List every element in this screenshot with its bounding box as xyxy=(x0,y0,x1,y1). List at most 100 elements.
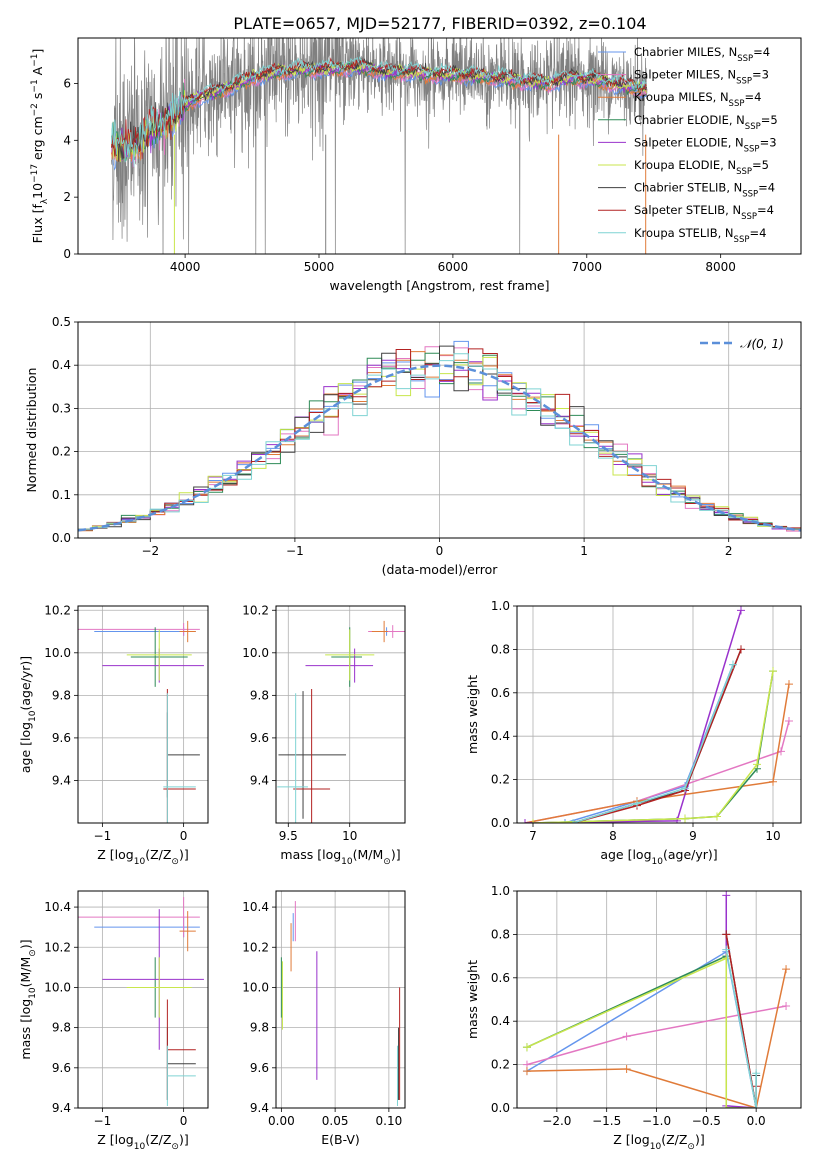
spectrum-model-kroupa_stelib xyxy=(111,56,647,167)
massweight_vs_Z-ytick-label: 0.4 xyxy=(491,1014,510,1028)
marker-salpeter_stelib xyxy=(737,645,745,654)
hist-step-kroupa_stelib xyxy=(78,353,801,530)
massweight_vs_age-ytick-label: 0.6 xyxy=(491,686,510,700)
spectrum-xlabel: wavelength [Angstrom, rest frame] xyxy=(329,278,549,293)
spectrum-xtick-label: 7000 xyxy=(572,260,603,274)
age_vs_Z-xtick-label: −1 xyxy=(94,829,112,843)
spectrum-xtick-label: 4000 xyxy=(170,260,201,274)
spectrum-ytick-label: 4 xyxy=(63,133,71,147)
mass_vs_Z-frame xyxy=(77,890,209,1109)
legend-label: Salpeter ELODIE, NSSP=3 xyxy=(634,135,777,154)
mass_vs_ebv-ytick-label: 9.4 xyxy=(250,1101,269,1115)
mass_vs_ebv-xlabel: E(B-V) xyxy=(321,1132,360,1147)
spectrum-ytick-label: 0 xyxy=(63,247,71,261)
marker-salpeter_miles xyxy=(785,717,793,726)
age_vs_mass-ytick-label: 9.8 xyxy=(250,688,269,702)
marker-kroupa_stelib xyxy=(633,799,641,808)
massweight_vs_age-xtick-label: 10 xyxy=(765,829,780,843)
age_vs_mass-ytick-label: 9.4 xyxy=(250,773,269,787)
massweight_vs_Z-xtick-label: −2.0 xyxy=(542,1114,571,1128)
massweight_vs_age-ytick-label: 1.0 xyxy=(491,599,510,613)
massweight_vs_Z-ytick-label: 0.2 xyxy=(491,1058,510,1072)
massweight_vs_Z-xtick-label: −1.5 xyxy=(592,1114,621,1128)
age_vs_Z-ytick-label: 10.0 xyxy=(44,646,71,660)
age_vs_mass-ytick-label: 10.2 xyxy=(242,603,269,617)
spectrum-ytick-label: 2 xyxy=(63,190,71,204)
marker-salpeter_stelib xyxy=(722,930,731,939)
massweight_vs_age-xtick-label: 8 xyxy=(609,829,617,843)
marker-salpeter_elodie xyxy=(722,891,731,900)
marker-salpeter_elodie xyxy=(521,819,529,823)
figure-title: PLATE=0657, MJD=52177, FIBERID=0392, z=0… xyxy=(233,14,646,33)
age_vs_Z-marks xyxy=(78,620,204,823)
mass_vs_ebv-xtick-label: 0.05 xyxy=(322,1114,349,1128)
residuals-ytick-label: 0.2 xyxy=(52,445,71,459)
line-chabrier_miles xyxy=(526,950,757,1108)
marker-salpeter_miles xyxy=(782,1002,791,1011)
mass_vs_Z-ytick-label: 10.4 xyxy=(44,900,71,914)
residuals-xtick-label: 1 xyxy=(580,544,588,558)
marker-kroupa_elodie xyxy=(722,954,731,963)
normal-curve xyxy=(78,364,801,532)
massweight_vs_age-ytick-label: 0.0 xyxy=(491,816,510,830)
massweight_vs_Z-marks xyxy=(522,891,791,1108)
age_vs_Z-ytick-label: 9.6 xyxy=(52,731,71,745)
massweight_vs_age-ytick-label: 0.8 xyxy=(491,642,510,656)
massweight_vs_Z-xlabel: Z [log10(Z/Z⊙)] xyxy=(613,1132,704,1152)
marker-kroupa_miles xyxy=(522,1067,531,1076)
massweight_vs_Z-ylabel: mass weight xyxy=(465,960,480,1039)
residuals-ylabel: Normed distribution xyxy=(24,368,39,493)
marker-kroupa_elodie xyxy=(769,667,777,676)
age_vs_Z-ylabel: age [log10(age/yr)] xyxy=(18,656,38,773)
mass_vs_ebv-ytick-label: 9.6 xyxy=(250,1061,269,1075)
mass_vs_Z-ytick-label: 10.0 xyxy=(44,980,71,994)
line-kroupa_elodie xyxy=(526,957,757,1108)
spectrum-xtick-label: 8000 xyxy=(705,260,736,274)
age_vs_Z-ytick-label: 10.2 xyxy=(44,603,71,617)
massweight_vs_Z-frame xyxy=(516,890,802,1109)
residuals-xlabel: (data-model)/error xyxy=(382,562,499,577)
residuals-ytick-label: 0.1 xyxy=(52,488,71,502)
marker-kroupa_stelib xyxy=(569,819,577,823)
legend-label: Chabrier MILES, NSSP=4 xyxy=(634,45,770,64)
massweight_vs_age-xtick-label: 7 xyxy=(529,829,537,843)
residuals-ytick-label: 0.0 xyxy=(52,531,71,545)
mass_vs_ebv-ytick-label: 9.8 xyxy=(250,1021,269,1035)
mass_vs_Z-ylabel: mass [log10(M/M⊙)] xyxy=(18,939,38,1059)
massweight_vs_age-ylabel: mass weight xyxy=(465,675,480,754)
marker-chabrier_miles xyxy=(561,819,569,823)
legend-label: Salpeter STELIB, NSSP=4 xyxy=(634,203,774,222)
massweight_vs_age-ytick-label: 0.4 xyxy=(491,729,510,743)
age_vs_mass-ytick-label: 9.6 xyxy=(250,731,269,745)
spectrum-xtick-label: 5000 xyxy=(304,260,335,274)
massweight_vs_Z-ytick-label: 1.0 xyxy=(491,884,510,898)
marker-kroupa_elodie xyxy=(529,819,537,823)
legend-label: Chabrier STELIB, NSSP=4 xyxy=(634,181,775,200)
massweight_vs_Z-ytick-label: 0.8 xyxy=(491,927,510,941)
line-salpeter_stelib xyxy=(572,649,742,823)
marker-kroupa_elodie xyxy=(722,1104,731,1108)
spectrum-model-salpeter_stelib xyxy=(111,57,647,160)
marker-kroupa_elodie xyxy=(753,760,761,769)
massweight_vs_Z-xtick-label: −0.5 xyxy=(692,1114,721,1128)
marker-salpeter_miles xyxy=(622,1032,631,1041)
mass_vs_Z-xtick-label: −1 xyxy=(94,1114,112,1128)
mass_vs_ebv-ytick-label: 10.4 xyxy=(242,900,269,914)
massweight_vs_age-ytick-label: 0.2 xyxy=(491,773,510,787)
marker-kroupa_miles xyxy=(782,965,791,974)
legend-label: Kroupa MILES, NSSP=4 xyxy=(634,90,761,109)
age_vs_mass-marks xyxy=(277,620,405,823)
spectrum-model-chabrier_stelib xyxy=(111,58,647,162)
residuals-xtick-label: −2 xyxy=(141,544,159,558)
spectrum-xtick-label: 6000 xyxy=(438,260,469,274)
residuals-marks xyxy=(78,340,801,532)
mass_vs_ebv-frame xyxy=(275,890,406,1109)
line-kroupa_stelib xyxy=(725,949,757,1108)
marker-kroupa_elodie xyxy=(522,1043,531,1052)
line-kroupa_miles xyxy=(524,683,790,823)
age_vs_Z-frame xyxy=(77,605,209,824)
residuals-xtick-label: 0 xyxy=(436,544,444,558)
massweight_vs_Z-xtick-label: 0.0 xyxy=(747,1114,766,1128)
marker-salpeter_elodie xyxy=(673,816,681,823)
massweight_vs_age-xtick-label: 9 xyxy=(689,829,697,843)
